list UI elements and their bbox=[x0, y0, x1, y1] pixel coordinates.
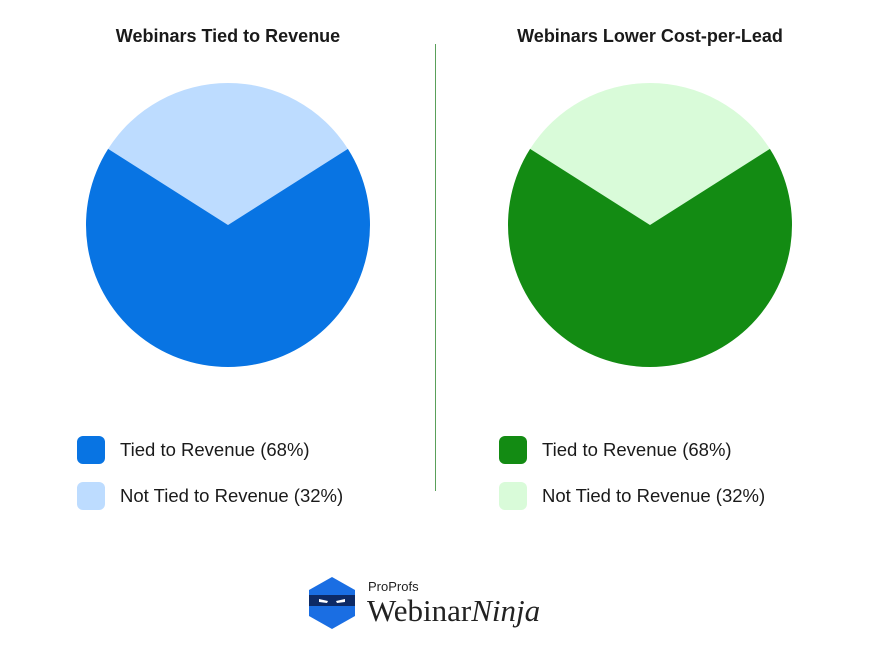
webinarninja-logo: ProProfs WebinarNinja bbox=[307, 576, 587, 630]
legend-item: Tied to Revenue (68%) bbox=[499, 435, 765, 465]
pie-slice-not-tied bbox=[530, 83, 770, 225]
legend-label: Not Tied to Revenue (32%) bbox=[542, 485, 766, 506]
legend-label: Tied to Revenue (68%) bbox=[542, 439, 732, 460]
legend-item: Tied to Revenue (68%) bbox=[77, 435, 343, 465]
legend-swatch bbox=[499, 436, 527, 464]
legend-right: Tied to Revenue (68%) Not Tied to Revenu… bbox=[499, 435, 765, 527]
pie-slice-not-tied bbox=[108, 83, 348, 225]
logo-brand-main: WebinarNinja bbox=[367, 593, 540, 629]
logo-brand-small: ProProfs bbox=[368, 579, 419, 594]
legend-swatch bbox=[77, 482, 105, 510]
legend-swatch bbox=[499, 482, 527, 510]
pie-chart-right bbox=[508, 83, 792, 367]
chart-title-right: Webinars Lower Cost-per-Lead bbox=[517, 26, 783, 46]
legend-item: Not Tied to Revenue (32%) bbox=[77, 481, 343, 511]
legend-label: Not Tied to Revenue (32%) bbox=[120, 485, 344, 506]
pie-chart-left bbox=[86, 83, 370, 367]
pie-slice-tied bbox=[508, 148, 792, 367]
logo-brand-word: Webinar bbox=[367, 593, 472, 628]
legend-swatch bbox=[77, 436, 105, 464]
legend-left: Tied to Revenue (68%) Not Tied to Revenu… bbox=[77, 435, 343, 527]
legend-label: Tied to Revenue (68%) bbox=[120, 439, 310, 460]
chart-title-left: Webinars Tied to Revenue bbox=[115, 26, 341, 46]
ninja-hexagon-icon bbox=[309, 577, 355, 629]
logo-brand-italic: Ninja bbox=[471, 593, 541, 628]
legend-item: Not Tied to Revenue (32%) bbox=[499, 481, 765, 511]
chart-divider bbox=[435, 44, 436, 491]
pie-slice-tied bbox=[86, 148, 370, 367]
